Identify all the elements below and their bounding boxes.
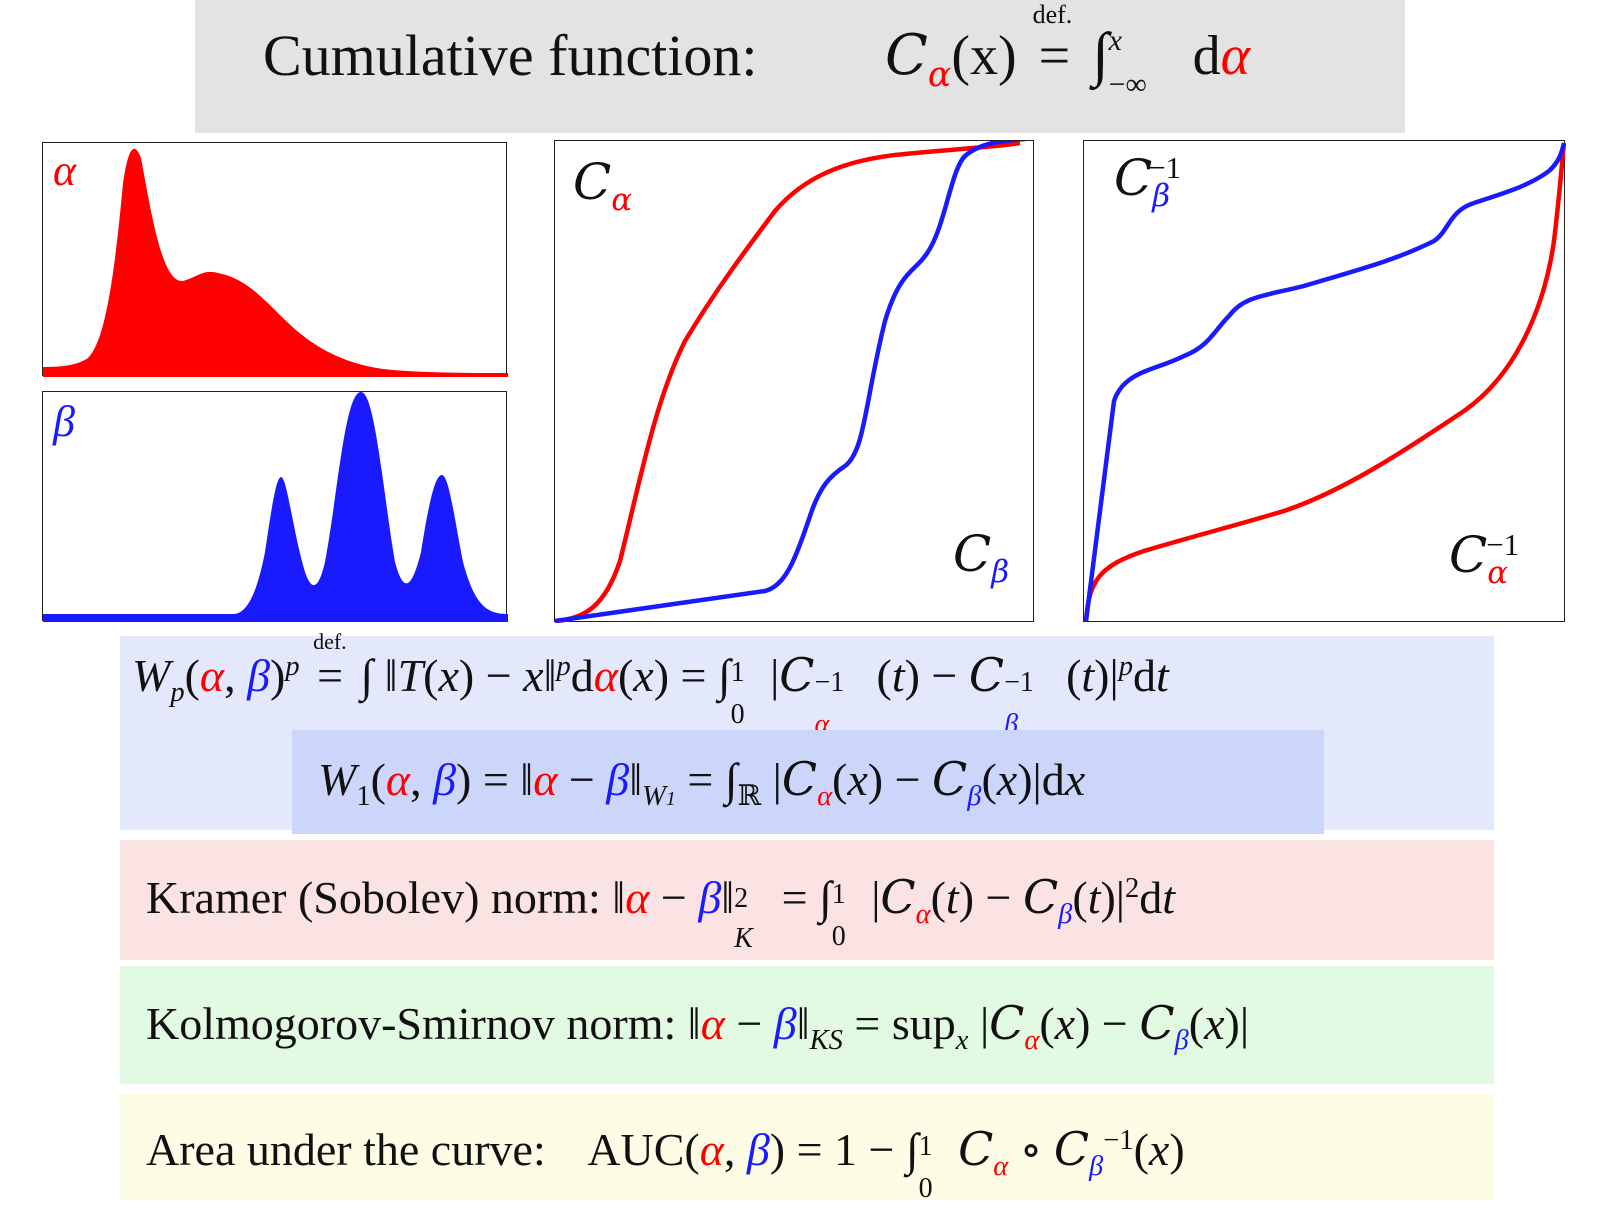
alpha-density-panel: α: [42, 142, 508, 377]
ks-box: [120, 966, 1494, 1084]
beta-label: β: [53, 397, 75, 446]
ks-formula: Kolmogorov-Smirnov norm: ‖α − β‖KS = sup…: [146, 996, 1250, 1056]
kramer-formula: Kramer (Sobolev) norm: ‖α − β‖ 2 K = ∫ 1 0 |…: [146, 870, 1176, 954]
cumulative-function-banner: Cumulative function: Cα(x) def. = ∫ x −∞ dα: [195, 0, 1405, 133]
cumulative-panel: Cα Cβ: [554, 140, 1034, 623]
auc-label: Area under the curve:: [146, 1124, 546, 1175]
wasserstein-1-box: [292, 730, 1324, 834]
auc-box: [120, 1094, 1494, 1200]
cumulative-alpha-label: Cα: [573, 153, 633, 218]
wasserstein-p-formula: Wp(α, β)p def. = ∫ ‖T(x) − x‖pdα(x) = ∫ 1 0…: [132, 629, 1169, 740]
beta-density-plot: [43, 392, 508, 622]
alpha-density-area: [43, 148, 508, 377]
banner-formula: Cα(x) def. = ∫ x −∞ dα: [885, 0, 1251, 101]
inverse-beta-label: Cβ−1: [1114, 149, 1182, 214]
beta-density-area: [43, 392, 508, 622]
cumulative-plot: [555, 141, 1026, 623]
beta-density-panel: β: [42, 391, 508, 622]
inverse-alpha-label: Cα−1: [1449, 526, 1520, 591]
inverse-beta-curve: [1084, 142, 1566, 622]
cumulative-beta-label: Cβ: [953, 525, 1010, 590]
inverse-alpha-curve: [1084, 142, 1566, 622]
alpha-label: α: [53, 146, 77, 195]
ks-label: Kolmogorov-Smirnov norm:: [146, 998, 677, 1049]
auc-formula: Area under the curve: AUC(α, β) = 1 − ∫ 1…: [146, 1122, 1185, 1204]
banner-label: Cumulative function:: [263, 23, 758, 88]
inverse-cumulative-panel: Cβ−1 Cα−1: [1083, 140, 1566, 622]
wasserstein-1-formula: W1(α, β) = ‖α − β‖W1 = ∫ℝ |Cα(x) − Cβ(x)…: [318, 752, 1086, 812]
kramer-label: Kramer (Sobolev) norm:: [146, 872, 601, 923]
inverse-cumulative-plot: [1084, 142, 1566, 622]
alpha-density-plot: [43, 148, 508, 377]
kramer-box: [120, 840, 1494, 960]
cumulative-beta-curve: [555, 141, 1026, 623]
cumulative-alpha-curve: [555, 141, 1021, 623]
